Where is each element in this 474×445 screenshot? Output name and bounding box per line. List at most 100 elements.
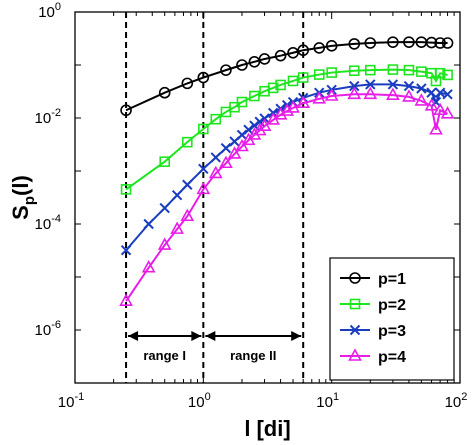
series-line (125, 41, 448, 112)
data-point (157, 237, 172, 250)
x-axis-title-main: l (244, 416, 250, 441)
data-point (210, 113, 222, 125)
data-point (182, 179, 193, 190)
legend-marker (348, 348, 362, 361)
data-point (120, 104, 132, 117)
data-point (347, 86, 362, 100)
data-point (210, 152, 221, 163)
data-point (434, 67, 446, 79)
y-tick-label: 10-6 (35, 319, 61, 339)
data-point (267, 82, 279, 94)
series-2 (120, 64, 453, 195)
series-layer (119, 36, 455, 306)
plot-frame (74, 11, 461, 384)
legend-entry: p=3 (340, 323, 406, 340)
data-point (324, 88, 339, 101)
range-arrow-head (291, 331, 302, 341)
data-point (236, 59, 248, 71)
data-point (363, 86, 378, 100)
data-point (440, 106, 455, 119)
legend-label: p=3 (378, 323, 406, 340)
range-annotation-1: range I (128, 331, 202, 363)
range-arrow-head (191, 331, 202, 341)
range-label: range II (230, 348, 276, 363)
legend-entry: p=1 (340, 271, 406, 288)
data-point (287, 75, 299, 87)
data-point (313, 69, 325, 80)
legend-entry: p=2 (340, 297, 406, 314)
range-annotations: range I range II (128, 331, 302, 363)
data-point (220, 142, 232, 154)
series-line (125, 83, 448, 251)
data-point (120, 245, 132, 256)
data-point (325, 40, 338, 52)
data-point (387, 79, 399, 90)
legend-marker (349, 272, 361, 284)
data-point (442, 69, 453, 81)
data-point (171, 189, 183, 201)
data-point (312, 91, 327, 104)
data-point (403, 36, 415, 48)
data-point (426, 87, 437, 98)
range-annotation-2: range II (205, 331, 302, 363)
x-axis-title-unit: [di] (256, 416, 290, 441)
data-point (442, 89, 453, 100)
data-point (273, 107, 288, 120)
y-axis-title-main: S (8, 205, 33, 220)
data-point (402, 89, 416, 102)
data-point (414, 93, 429, 106)
data-point (387, 36, 399, 48)
data-point (170, 221, 184, 234)
data-point (197, 71, 210, 84)
data-point (296, 95, 311, 109)
data-point (198, 163, 209, 175)
data-point (280, 103, 295, 116)
data-point (258, 53, 271, 65)
legend-entry: p=4 (340, 348, 406, 366)
x-axis-title: l [di] (244, 416, 290, 441)
data-point (120, 184, 132, 195)
data-point (159, 156, 171, 167)
y-axis-title-arg: (l) (8, 175, 33, 196)
data-point (434, 87, 446, 98)
tick-labels: 10-1 100 101 102 10-6 10-4 10-2 100 (35, 1, 468, 411)
data-point (220, 64, 232, 76)
data-point (433, 102, 447, 116)
y-axis-title: Sp(l) (8, 175, 38, 220)
data-point (143, 218, 154, 230)
range-label: range I (143, 348, 186, 363)
data-point (181, 77, 194, 90)
data-point (198, 123, 209, 135)
data-point (259, 113, 270, 124)
data-point (403, 80, 415, 92)
data-point (274, 49, 287, 62)
data-point (248, 55, 261, 68)
data-point (236, 129, 248, 141)
legend: p=1 p=2 p=3 p=4 (329, 257, 455, 381)
data-point (219, 155, 233, 169)
data-point (208, 165, 223, 179)
y-tick-label: 10-2 (35, 107, 61, 127)
legend-label: p=2 (378, 297, 406, 314)
legend-label: p=1 (378, 271, 406, 288)
data-point (434, 37, 446, 49)
y-tick-label: 100 (38, 1, 61, 21)
x-tick-label: 102 (445, 391, 468, 411)
x-tick-label: 10-1 (58, 391, 84, 411)
x-tick-label: 101 (316, 391, 339, 411)
data-point (387, 64, 399, 75)
data-point (416, 66, 427, 77)
data-point (348, 65, 360, 77)
data-point (326, 67, 337, 78)
data-point (235, 138, 249, 152)
data-point (425, 36, 438, 49)
data-point (297, 72, 309, 83)
data-point (257, 118, 272, 132)
range-boundary-lines (125, 12, 305, 383)
data-point (441, 37, 454, 49)
data-point (180, 208, 195, 222)
data-point (286, 100, 300, 113)
data-point (158, 86, 171, 99)
data-point (429, 122, 443, 135)
